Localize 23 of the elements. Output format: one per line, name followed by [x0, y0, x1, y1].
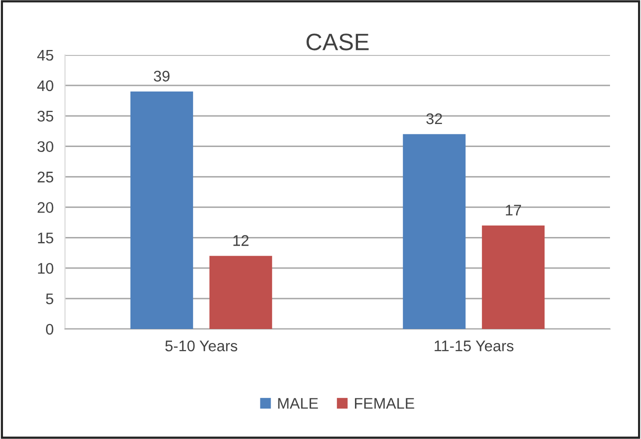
bar [402, 134, 466, 329]
data-label: 32 [426, 113, 442, 124]
data-label: 12 [233, 235, 248, 246]
data-label: 17 [506, 204, 521, 216]
legend-label: MALE [278, 398, 318, 409]
y-tick-label: 0 [46, 324, 54, 335]
chart-title: CASE [306, 34, 369, 50]
y-tick-label: 40 [37, 80, 54, 92]
y-tick-label: 5 [46, 294, 54, 304]
x-tick-label: 11-15 Years [434, 340, 514, 352]
y-tick-label: 20 [38, 202, 54, 213]
bar [482, 225, 545, 329]
bar [130, 92, 194, 329]
y-tick-label: 15 [38, 232, 54, 244]
data-label: 39 [154, 70, 170, 82]
y-tick-label: 10 [38, 262, 54, 274]
x-tick-label: 5-10 Years [165, 340, 238, 352]
y-tick-label: 45 [37, 50, 54, 61]
y-tick-label: 35 [37, 110, 54, 122]
y-tick-label: 25 [38, 172, 54, 182]
y-tick-label: 30 [37, 141, 54, 152]
bar [209, 256, 272, 329]
legend-label: FEMALE [354, 398, 414, 409]
